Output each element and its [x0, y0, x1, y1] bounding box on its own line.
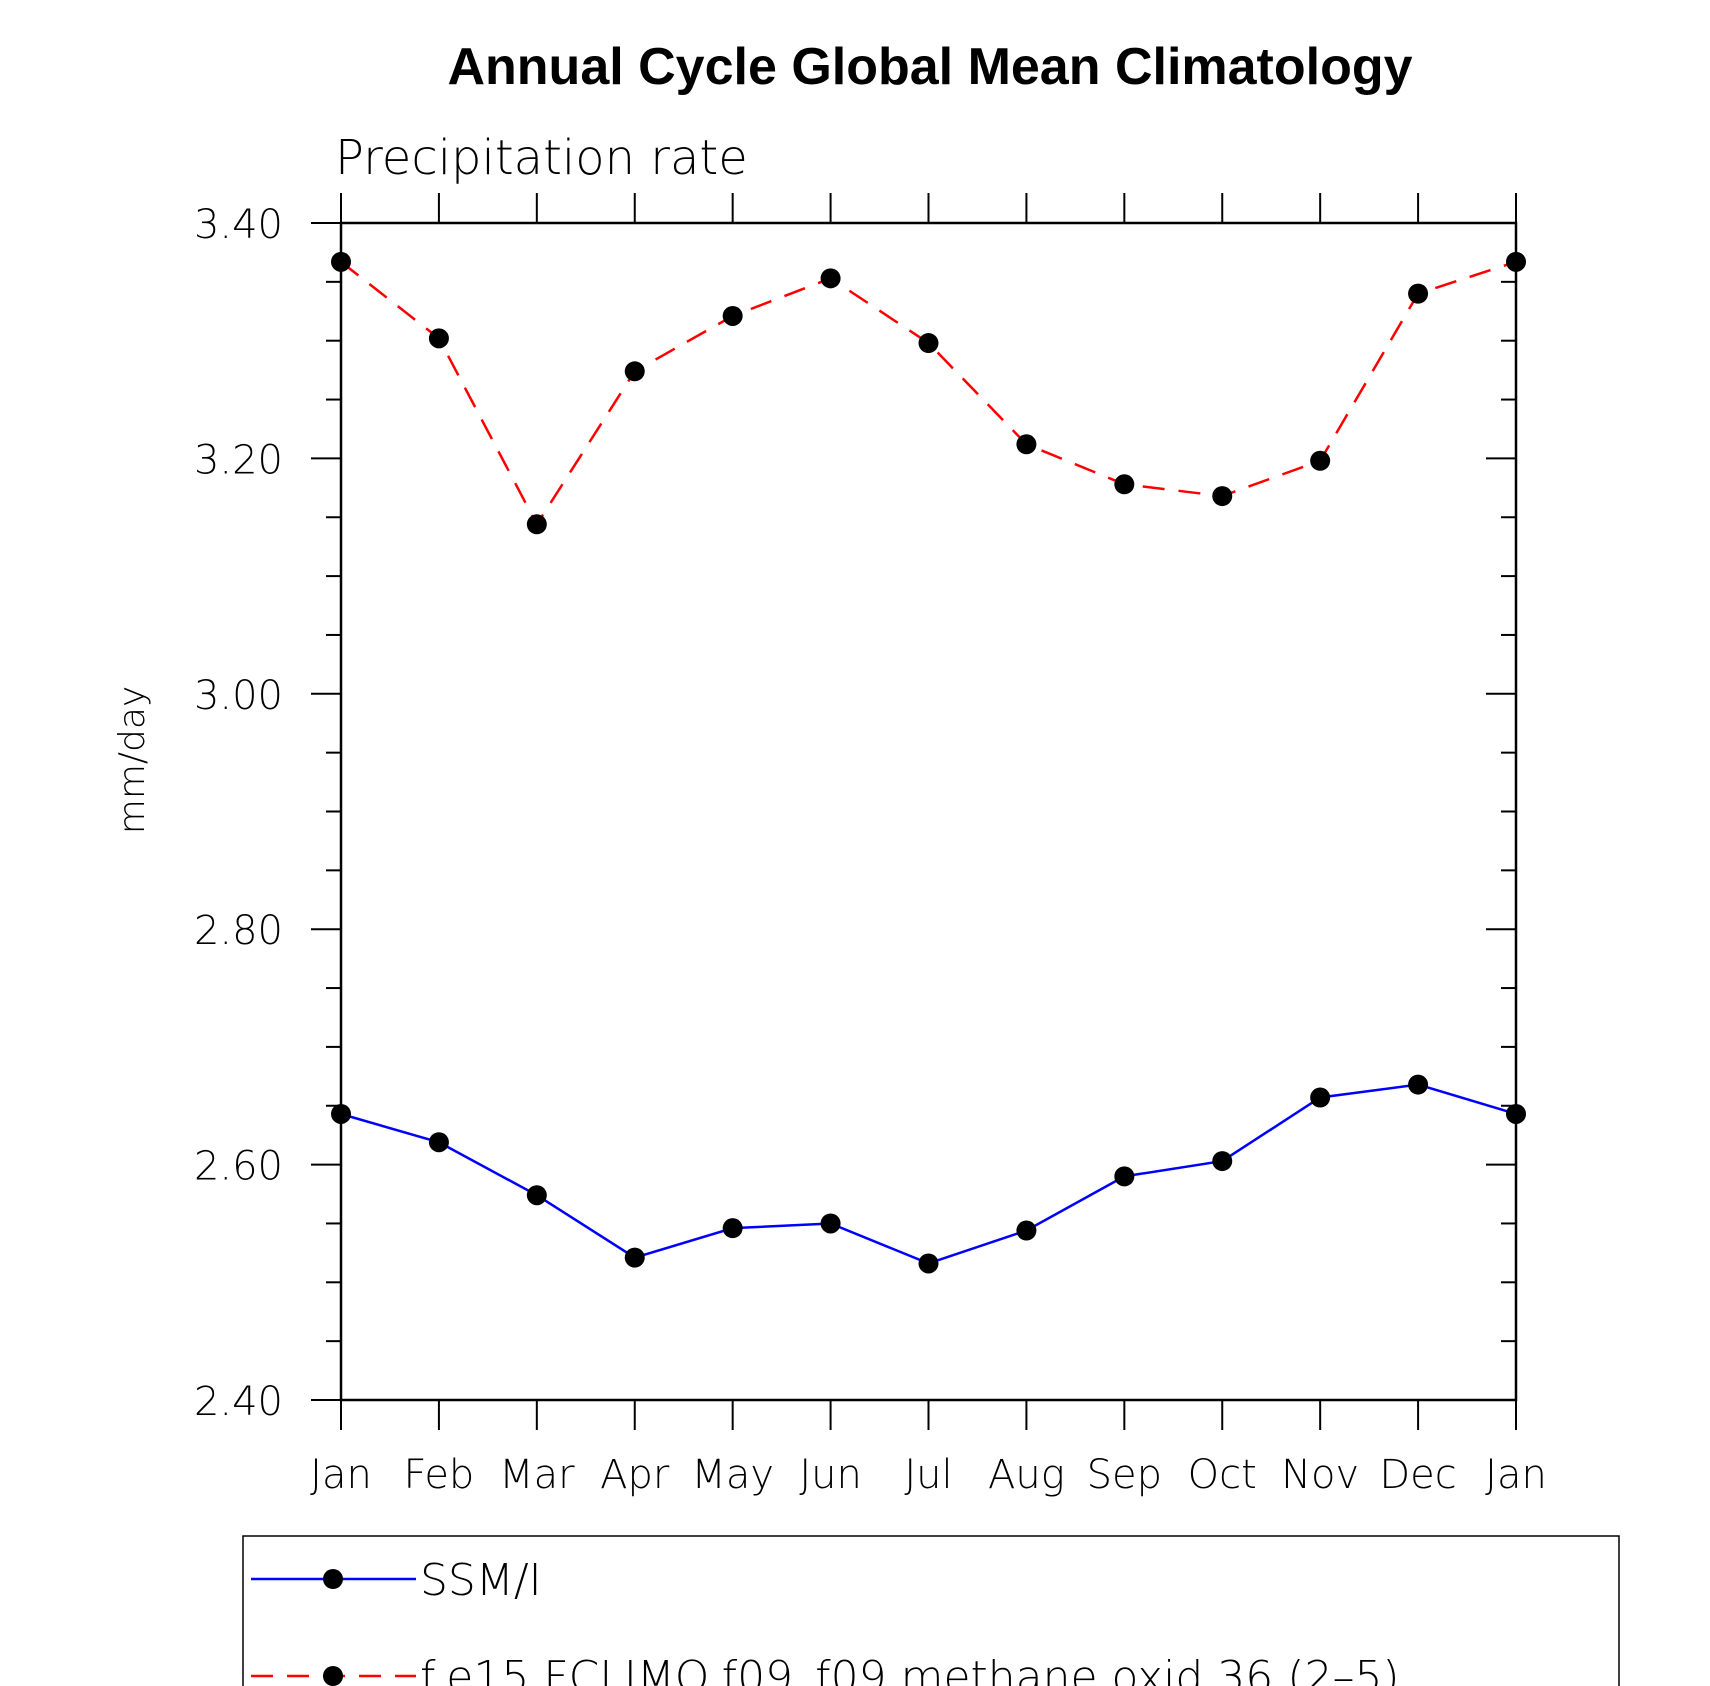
legend-marker — [323, 1569, 343, 1589]
data-point — [331, 251, 351, 272]
y-tick-label: 3.40 — [194, 202, 283, 248]
y-tick-label: 2.80 — [194, 908, 283, 954]
data-point — [1408, 1074, 1429, 1095]
data-point — [1016, 434, 1037, 455]
y-tick-label: 2.60 — [194, 1144, 283, 1190]
x-tick-label: Jun — [799, 1452, 862, 1498]
plot-border — [339, 221, 1518, 1402]
data-point — [1114, 474, 1135, 495]
data-point — [624, 361, 645, 382]
data-point — [820, 1213, 841, 1234]
legend-marker — [323, 1666, 343, 1686]
series-line — [340, 260, 1517, 527]
data-point — [624, 1247, 645, 1268]
x-tick-label: Nov — [1281, 1452, 1359, 1498]
x-tick-label: Oct — [1188, 1452, 1257, 1498]
x-tick-labels: Jan Feb Mar Apr May Jun Jul Aug Sep Oct Nov Dec Jan — [310, 1452, 1547, 1498]
data-point — [722, 305, 743, 326]
data-point — [918, 1253, 939, 1274]
data-point — [526, 1185, 547, 1206]
x-tick-label: Aug — [988, 1452, 1065, 1498]
series-layer — [331, 251, 1526, 1274]
y-axis-label: mm/day — [112, 686, 153, 834]
data-point — [820, 268, 841, 289]
legend-label: f.e15.FCLIMO.f09_f09.methane.oxid.36 (2–… — [420, 1652, 1400, 1686]
data-point — [1212, 1151, 1233, 1172]
y-tick-label: 3.00 — [194, 673, 283, 719]
y-tick-label: 3.20 — [194, 437, 283, 483]
y-tick-label: 2.40 — [194, 1379, 283, 1425]
x-tick-label: May — [691, 1452, 774, 1498]
series-line — [340, 1083, 1517, 1265]
x-tick-label: Jan — [1485, 1452, 1547, 1498]
series-1 — [331, 1074, 1526, 1274]
data-point — [1506, 1103, 1526, 1124]
data-point — [1016, 1220, 1037, 1241]
legend-label: SSM/I — [420, 1555, 542, 1606]
data-point — [1310, 1087, 1331, 1108]
data-point — [526, 514, 547, 535]
data-point — [722, 1218, 743, 1239]
data-point — [1506, 251, 1526, 272]
data-point — [918, 333, 939, 354]
data-point — [1212, 486, 1233, 507]
legend-box — [242, 1535, 1620, 1686]
data-point — [1114, 1166, 1135, 1187]
data-point — [1310, 450, 1331, 471]
y-tick-labels: 2.40 2.60 2.80 3.00 3.20 3.40 — [194, 202, 283, 1425]
legend: SSM/I f.e15.FCLIMO.f09_f09.methane.oxid.3… — [242, 1535, 1620, 1686]
x-tick-label: Dec — [1379, 1452, 1456, 1498]
data-point — [331, 1103, 351, 1124]
plot-frame — [339, 221, 1518, 1402]
x-tick-label: Sep — [1087, 1452, 1162, 1498]
chart-subtitle: Precipitation rate — [335, 130, 748, 186]
chart-title: Annual Cycle Global Mean Climatology — [447, 38, 1412, 96]
data-point — [1408, 283, 1429, 304]
x-tick-label: Feb — [404, 1452, 475, 1498]
x-tick-label: Jan — [310, 1452, 372, 1498]
x-tick-label: Apr — [600, 1452, 670, 1498]
x-tick-label: Mar — [499, 1452, 575, 1498]
data-point — [428, 328, 449, 349]
axis-ticks — [311, 193, 1517, 1430]
x-tick-label: Jul — [904, 1452, 952, 1498]
series-2 — [331, 251, 1526, 535]
data-point — [428, 1132, 449, 1153]
